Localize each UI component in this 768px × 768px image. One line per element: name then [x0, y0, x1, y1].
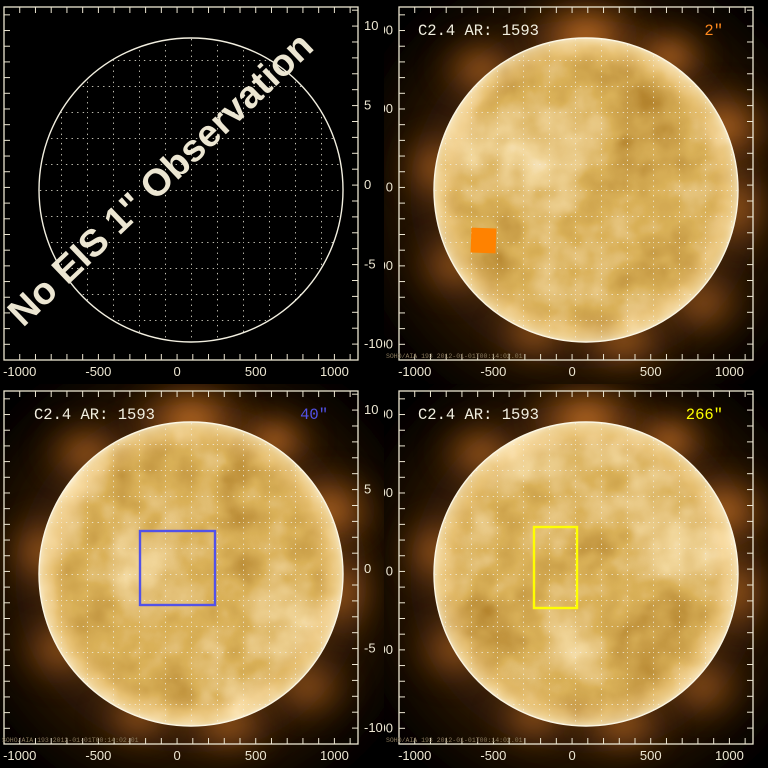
svg-text:C2.4 AR: 1593: C2.4 AR: 1593	[418, 406, 539, 424]
svg-text:500: 500	[384, 101, 393, 116]
svg-text:SOHO/AIA 193 2012-01-01T00:1: SOHO/AIA 193 2012-01-01T00:14:02.01	[386, 737, 523, 744]
svg-text:-5: -5	[364, 641, 376, 656]
svg-text:0: 0	[173, 364, 180, 379]
svg-text:0: 0	[568, 364, 575, 379]
svg-text:0: 0	[386, 179, 393, 194]
svg-text:0: 0	[364, 561, 371, 576]
svg-text:SOHO/AIA 193 2012-01-01T00:1: SOHO/AIA 193 2012-01-01T00:14:02.01	[2, 737, 139, 744]
svg-text:-1000: -1000	[398, 364, 431, 379]
svg-text:500: 500	[384, 485, 393, 500]
svg-text:-500: -500	[480, 748, 506, 763]
svg-text:0: 0	[173, 748, 180, 763]
svg-text:10: 10	[364, 18, 378, 33]
svg-text:-500: -500	[384, 642, 393, 657]
svg-text:-1000: -1000	[398, 748, 431, 763]
svg-text:1000: 1000	[715, 748, 744, 763]
svg-text:-1000: -1000	[3, 364, 36, 379]
svg-text:1000: 1000	[320, 748, 349, 763]
svg-text:2": 2"	[704, 22, 723, 40]
svg-text:1000: 1000	[320, 364, 349, 379]
svg-text:10: 10	[364, 402, 378, 417]
svg-text:500: 500	[640, 364, 662, 379]
svg-text:500: 500	[245, 748, 267, 763]
svg-text:-1000: -1000	[384, 336, 393, 351]
svg-text:1000: 1000	[715, 364, 744, 379]
svg-text:266": 266"	[686, 406, 723, 424]
svg-text:-10: -10	[364, 720, 383, 735]
svg-text:0: 0	[386, 563, 393, 578]
svg-text:1000: 1000	[384, 23, 393, 38]
svg-text:-500: -500	[384, 258, 393, 273]
svg-text:SOHO/AIA 193 2012-01-01T00:1: SOHO/AIA 193 2012-01-01T00:14:02.01	[386, 353, 523, 360]
svg-text:5: 5	[364, 98, 371, 113]
svg-text:1000: 1000	[384, 407, 393, 422]
svg-text:C2.4 AR: 1593: C2.4 AR: 1593	[418, 22, 539, 40]
svg-text:0: 0	[568, 748, 575, 763]
svg-text:40": 40"	[300, 406, 328, 424]
svg-text:500: 500	[245, 364, 267, 379]
svg-text:C2.4 AR: 1593: C2.4 AR: 1593	[34, 406, 155, 424]
svg-text:-1000: -1000	[384, 720, 393, 735]
svg-text:-5: -5	[364, 257, 376, 272]
svg-text:-500: -500	[480, 364, 506, 379]
svg-text:0: 0	[364, 177, 371, 192]
svg-text:-500: -500	[85, 364, 111, 379]
svg-text:-500: -500	[85, 748, 111, 763]
svg-text:500: 500	[640, 748, 662, 763]
svg-text:-1000: -1000	[3, 748, 36, 763]
svg-text:-10: -10	[364, 336, 383, 351]
svg-text:5: 5	[364, 482, 371, 497]
